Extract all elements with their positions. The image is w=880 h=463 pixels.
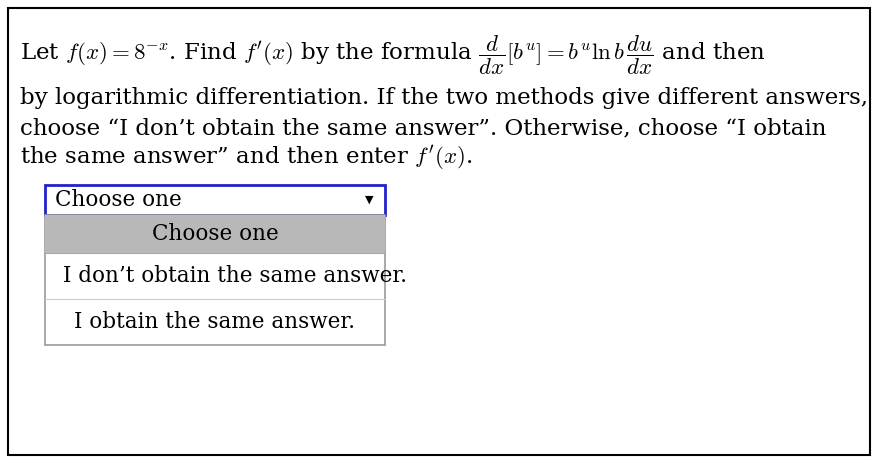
Text: the same answer” and then enter $f'(x)$.: the same answer” and then enter $f'(x)$. (20, 144, 473, 172)
FancyBboxPatch shape (45, 215, 385, 253)
Text: choose “I don’t obtain the same answer”. Otherwise, choose “I obtain: choose “I don’t obtain the same answer”.… (20, 117, 826, 139)
Text: Let $f(x) = 8^{-x}$. Find $f'(x)$ by the formula $\dfrac{d}{dx}[b^u] = b^u \ln b: Let $f(x) = 8^{-x}$. Find $f'(x)$ by the… (20, 33, 766, 76)
FancyBboxPatch shape (45, 215, 385, 345)
Text: I don’t obtain the same answer.: I don’t obtain the same answer. (63, 265, 407, 287)
FancyBboxPatch shape (45, 185, 385, 215)
Text: I obtain the same answer.: I obtain the same answer. (75, 311, 356, 333)
Text: Choose one: Choose one (151, 223, 278, 245)
Text: ▼: ▼ (364, 195, 373, 205)
FancyBboxPatch shape (8, 8, 870, 455)
Text: Choose one: Choose one (55, 189, 182, 211)
Text: by logarithmic differentiation. If the two methods give different answers,: by logarithmic differentiation. If the t… (20, 87, 868, 109)
